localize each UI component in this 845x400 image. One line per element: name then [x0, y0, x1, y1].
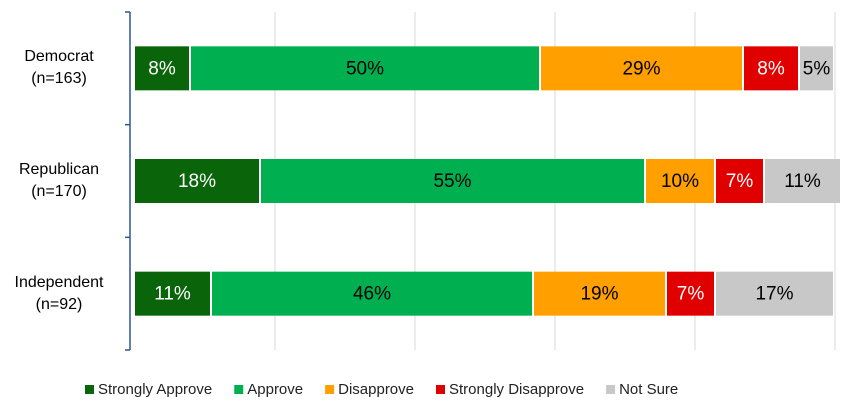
- bar-segment: [646, 159, 714, 203]
- bar-segment: [135, 271, 210, 316]
- bar-segment: [744, 46, 798, 91]
- bar-segment: [716, 159, 763, 203]
- bar-segment: [541, 46, 742, 91]
- bar-segment: [716, 271, 833, 316]
- legend-label: Approve: [247, 381, 303, 398]
- data-label: 7%: [726, 171, 754, 192]
- legend-label: Strongly Approve: [98, 381, 212, 398]
- data-label: 29%: [622, 58, 660, 79]
- y-tick-label: Independent (n=92): [14, 273, 104, 313]
- data-label: 11%: [784, 171, 821, 192]
- data-label: 17%: [755, 284, 793, 305]
- legend-label: Strongly Disapprove: [449, 381, 584, 398]
- data-label: 46%: [353, 284, 391, 305]
- legend-swatch: [606, 385, 616, 394]
- legend-label: Disapprove: [338, 381, 414, 398]
- bar-segment: [191, 46, 539, 91]
- data-label: 50%: [346, 58, 384, 79]
- data-label: 8%: [757, 58, 785, 79]
- legend-label: Not Sure: [619, 381, 678, 398]
- legend-swatch: [325, 385, 335, 394]
- data-label: 5%: [803, 58, 831, 79]
- bar-segment: [212, 271, 532, 316]
- y-tick-label: Democrat (n=163): [24, 48, 94, 88]
- bar-segment: [800, 46, 833, 91]
- legend-swatch: [436, 385, 445, 394]
- bar-segment: [765, 159, 840, 203]
- bar-segment: [534, 271, 665, 316]
- data-label: 7%: [677, 284, 705, 305]
- bar-segment: [667, 271, 714, 316]
- bar-segment: [135, 46, 189, 91]
- legend-swatch: [234, 385, 244, 394]
- data-label: 10%: [661, 171, 699, 192]
- data-label: 18%: [178, 171, 216, 192]
- data-label: 19%: [580, 284, 618, 305]
- legend-swatch: [85, 385, 94, 394]
- y-tick-label: Republican (n=170): [18, 161, 100, 200]
- data-label: 55%: [433, 171, 471, 192]
- bar-segment: [135, 159, 259, 203]
- data-label: 8%: [148, 58, 176, 79]
- data-label: 11%: [154, 284, 191, 305]
- bar-segment: [261, 159, 644, 203]
